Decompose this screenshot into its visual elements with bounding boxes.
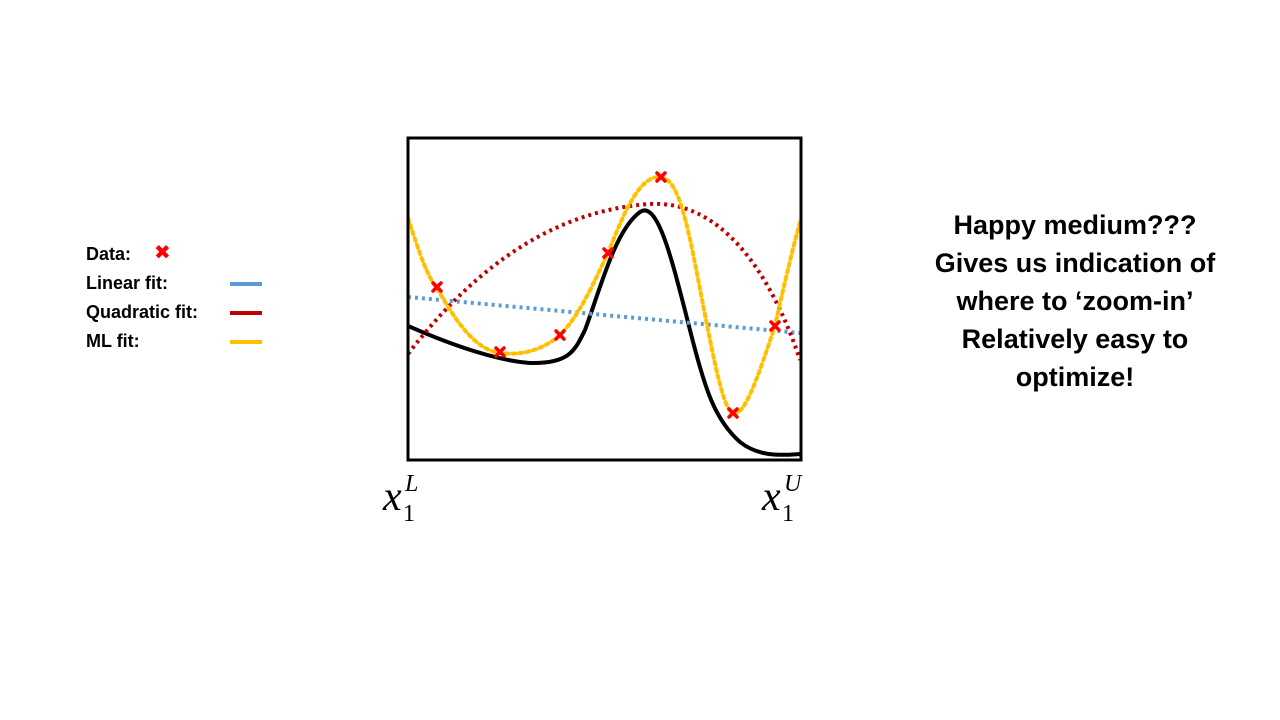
ml-fit-swatch [230, 340, 262, 344]
notes-block: Happy medium??? Gives us indication of w… [905, 206, 1245, 396]
note-line-4: Relatively easy to [961, 324, 1189, 354]
note-line-3: where to ‘zoom-in’ [956, 286, 1194, 316]
lower-bound-subscript: 1 [403, 501, 415, 527]
lower-bound-superscript: L [405, 471, 419, 497]
upper-bound-superscript: U [784, 471, 802, 497]
note-line-5: optimize! [1015, 362, 1135, 392]
upper-bound-subscript: 1 [782, 501, 794, 527]
quadratic-fit-swatch [230, 311, 262, 315]
data-point-4 [602, 247, 614, 259]
data-point-7 [769, 320, 781, 332]
data-point-5 [655, 171, 667, 183]
plot-frame [406, 136, 803, 462]
legend-label-quadratic-fit: Quadratic fit: [86, 302, 199, 322]
true-function-curve [408, 208, 801, 457]
linear-fit-swatch [230, 282, 262, 286]
legend-label-ml-fit: ML fit: [86, 331, 140, 351]
data-marker-swatch-icon: ✖ [154, 242, 171, 264]
upper-bound-base: x [762, 474, 781, 520]
note-line-1: Happy medium??? [953, 210, 1197, 240]
quadratic-fit-curve [408, 201, 801, 361]
lower-bound-label: x L 1 [383, 472, 418, 526]
data-point-6 [727, 407, 739, 419]
legend-item-linear-fit: Linear fit: [86, 269, 276, 298]
data-point-2 [494, 346, 506, 358]
legend-label-linear-fit: Linear fit: [86, 273, 169, 293]
legend-label-data: Data: [86, 244, 132, 264]
legend: Data: ✖ Linear fit: Quadratic fit: ML fi… [86, 240, 276, 356]
upper-bound-label: x U 1 [762, 472, 801, 526]
legend-item-ml-fit: ML fit: [86, 327, 276, 356]
data-point-3 [554, 329, 566, 341]
data-point-1 [431, 281, 443, 293]
surrogate-fit-plot [406, 136, 803, 462]
linear-fit-curve [408, 295, 801, 335]
note-line-2: Gives us indication of [934, 248, 1216, 278]
data-points [431, 171, 781, 419]
legend-item-quadratic-fit: Quadratic fit: [86, 298, 276, 327]
legend-item-data: Data: ✖ [86, 240, 276, 269]
ml-fit-curve [408, 174, 801, 416]
lower-bound-base: x [383, 474, 402, 520]
